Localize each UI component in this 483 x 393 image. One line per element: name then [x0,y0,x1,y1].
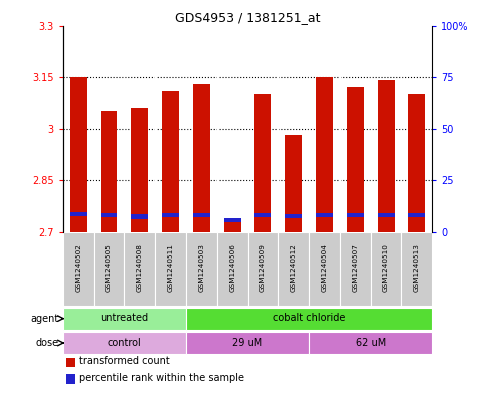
Bar [193,213,210,217]
Text: dose: dose [36,338,59,348]
Bar [67,374,74,384]
Text: control: control [108,338,141,347]
Bar [285,136,302,231]
Text: GSM1240511: GSM1240511 [168,243,173,292]
Title: GDS4953 / 1381251_at: GDS4953 / 1381251_at [175,11,320,24]
Bar [162,91,179,231]
Text: GSM1240504: GSM1240504 [322,243,327,292]
Bar [100,111,117,231]
Text: untreated: untreated [100,313,148,323]
Bar [63,231,94,307]
Bar [285,214,302,218]
Bar [347,87,364,231]
Bar [409,213,426,217]
Bar [186,231,217,307]
Bar [155,231,186,307]
Text: GSM1240508: GSM1240508 [137,243,143,292]
Bar [131,215,148,219]
Bar [131,108,148,231]
Bar [255,213,271,217]
Bar [378,213,395,217]
Bar [309,332,432,354]
Bar [67,358,74,367]
Bar [70,212,86,216]
Bar [186,308,432,330]
Text: GSM1240513: GSM1240513 [414,243,420,292]
Bar [347,213,364,217]
Text: GSM1240512: GSM1240512 [291,243,297,292]
Bar [224,218,241,222]
Bar [371,231,401,307]
Bar [94,231,125,307]
Bar [63,332,186,354]
Bar [186,332,309,354]
Bar [316,213,333,217]
Bar [255,94,271,231]
Bar [63,308,186,330]
Bar [378,81,395,231]
Bar [278,231,309,307]
Text: GSM1240505: GSM1240505 [106,243,112,292]
Text: 29 uM: 29 uM [232,338,263,347]
Bar [340,231,371,307]
Bar [70,77,86,231]
Text: cobalt chloride: cobalt chloride [273,313,345,323]
Bar [224,218,241,231]
Text: GSM1240509: GSM1240509 [260,243,266,292]
Bar [247,231,278,307]
Text: 62 uM: 62 uM [355,338,386,347]
Bar [125,231,155,307]
Text: GSM1240503: GSM1240503 [199,243,204,292]
Bar [309,231,340,307]
Bar [401,231,432,307]
Text: transformed count: transformed count [79,356,170,366]
Text: GSM1240510: GSM1240510 [383,243,389,292]
Bar [100,213,117,217]
Text: GSM1240506: GSM1240506 [229,243,235,292]
Bar [193,84,210,231]
Bar [217,231,247,307]
Text: GSM1240502: GSM1240502 [75,243,81,292]
Text: agent: agent [31,314,59,324]
Text: GSM1240507: GSM1240507 [352,243,358,292]
Bar [162,213,179,217]
Bar [409,94,426,231]
Bar [316,77,333,231]
Text: percentile rank within the sample: percentile rank within the sample [79,373,244,383]
